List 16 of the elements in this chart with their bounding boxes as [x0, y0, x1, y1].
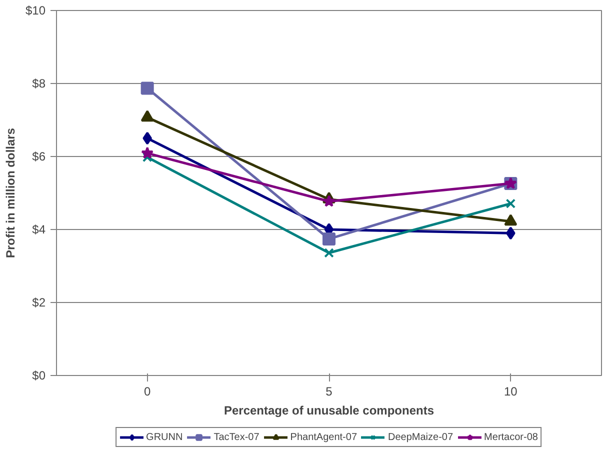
y-axis-title: Profit in million dollars — [3, 128, 18, 258]
x-tick-label: 0 — [144, 384, 151, 398]
y-tick-label: $2 — [32, 296, 46, 310]
legend-label: Mertacor-08 — [484, 432, 538, 442]
y-tick-label: $6 — [32, 150, 46, 164]
legend-label: TacTex-07 — [214, 432, 260, 442]
x-tick-label: 5 — [326, 384, 333, 398]
y-tick-label: $4 — [32, 222, 46, 236]
y-tick-label: $0 — [32, 368, 46, 382]
legend-label: GRUNN — [146, 432, 183, 442]
legend-label: PhantAgent-07 — [290, 432, 358, 442]
x-axis-title: Percentage of unusable components — [224, 404, 434, 418]
y-tick-label: $10 — [25, 4, 46, 18]
y-tick-label: $8 — [32, 76, 46, 90]
legend-label: DeepMaize-07 — [388, 432, 454, 442]
x-tick-label: 10 — [504, 384, 518, 398]
